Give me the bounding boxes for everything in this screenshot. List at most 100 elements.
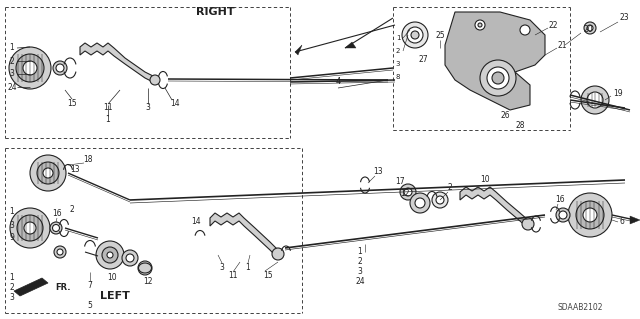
Text: 12: 12: [143, 278, 153, 286]
Text: 14: 14: [191, 218, 201, 226]
Text: 1: 1: [358, 248, 362, 256]
Text: 3: 3: [145, 103, 150, 113]
Circle shape: [410, 193, 430, 213]
Text: 20: 20: [583, 26, 593, 34]
Text: 2: 2: [447, 183, 452, 192]
Text: 4: 4: [335, 78, 340, 86]
Text: 13: 13: [70, 166, 80, 174]
Circle shape: [584, 22, 596, 34]
Text: 25: 25: [435, 31, 445, 40]
Text: 7: 7: [88, 280, 92, 290]
Text: 2: 2: [358, 257, 362, 266]
Text: 21: 21: [557, 41, 567, 49]
Text: 2: 2: [10, 56, 14, 65]
Circle shape: [559, 211, 567, 219]
Polygon shape: [295, 45, 302, 55]
Text: 24: 24: [7, 83, 17, 92]
Text: 6: 6: [620, 218, 625, 226]
Text: 3: 3: [10, 293, 15, 302]
Text: 23: 23: [620, 13, 630, 23]
Text: 13: 13: [373, 167, 383, 176]
Text: 3: 3: [358, 268, 362, 277]
Polygon shape: [14, 278, 48, 296]
Text: 2: 2: [396, 48, 400, 54]
Text: 16: 16: [52, 210, 62, 219]
Text: 10: 10: [480, 175, 490, 184]
Circle shape: [404, 188, 412, 196]
Circle shape: [30, 155, 66, 191]
Circle shape: [480, 60, 516, 96]
Text: 3: 3: [10, 70, 15, 78]
Text: 1: 1: [246, 263, 250, 271]
Text: 1: 1: [396, 35, 400, 41]
Polygon shape: [345, 42, 356, 48]
Circle shape: [107, 252, 113, 258]
Circle shape: [37, 162, 59, 184]
Circle shape: [23, 61, 37, 75]
Text: LEFT: LEFT: [100, 291, 130, 301]
Circle shape: [57, 249, 63, 255]
Text: 10: 10: [107, 273, 117, 283]
Circle shape: [520, 25, 530, 35]
Circle shape: [487, 67, 509, 89]
Polygon shape: [460, 187, 528, 228]
Circle shape: [9, 47, 51, 89]
Text: 11: 11: [228, 271, 237, 280]
Circle shape: [50, 222, 62, 234]
Text: 3: 3: [10, 220, 15, 229]
Circle shape: [436, 196, 444, 204]
Text: SDAAB2102: SDAAB2102: [557, 303, 603, 313]
Circle shape: [102, 247, 118, 263]
Circle shape: [10, 208, 50, 248]
Text: 3: 3: [220, 263, 225, 271]
Circle shape: [407, 27, 423, 43]
Text: FR.: FR.: [55, 283, 70, 292]
Circle shape: [432, 192, 448, 208]
Circle shape: [492, 72, 504, 84]
Text: 2: 2: [70, 205, 74, 214]
Text: 26: 26: [500, 110, 510, 120]
Text: 1: 1: [10, 207, 14, 217]
Text: 18: 18: [83, 155, 93, 165]
Circle shape: [54, 246, 66, 258]
Text: 15: 15: [67, 99, 77, 108]
Text: 1: 1: [10, 273, 14, 283]
Text: 3: 3: [396, 61, 400, 67]
Circle shape: [126, 254, 134, 262]
Circle shape: [43, 168, 53, 178]
Circle shape: [17, 215, 43, 241]
Circle shape: [138, 261, 152, 275]
Polygon shape: [630, 216, 640, 224]
Text: 1: 1: [106, 115, 110, 124]
Text: 16: 16: [555, 196, 565, 204]
Circle shape: [150, 75, 160, 85]
Circle shape: [411, 31, 419, 39]
Circle shape: [400, 184, 416, 200]
Circle shape: [568, 193, 612, 237]
Text: 15: 15: [263, 271, 273, 279]
Text: 28: 28: [515, 121, 525, 130]
Text: 27: 27: [418, 56, 428, 64]
Text: 11: 11: [103, 103, 113, 113]
Circle shape: [587, 92, 603, 108]
Circle shape: [24, 222, 36, 234]
Text: 19: 19: [613, 88, 623, 98]
Text: 17: 17: [395, 177, 405, 187]
Text: 1: 1: [10, 43, 14, 53]
Circle shape: [581, 86, 609, 114]
Circle shape: [583, 208, 597, 222]
Circle shape: [402, 22, 428, 48]
Circle shape: [576, 201, 604, 229]
Circle shape: [415, 198, 425, 208]
Text: 24: 24: [355, 278, 365, 286]
Circle shape: [52, 225, 60, 232]
Circle shape: [16, 54, 44, 82]
Circle shape: [478, 23, 482, 27]
Circle shape: [56, 64, 64, 72]
Polygon shape: [80, 43, 155, 83]
Text: 22: 22: [548, 20, 557, 29]
Circle shape: [53, 61, 67, 75]
Polygon shape: [445, 12, 545, 110]
Text: RIGHT: RIGHT: [196, 7, 234, 17]
Text: 8: 8: [396, 74, 400, 80]
